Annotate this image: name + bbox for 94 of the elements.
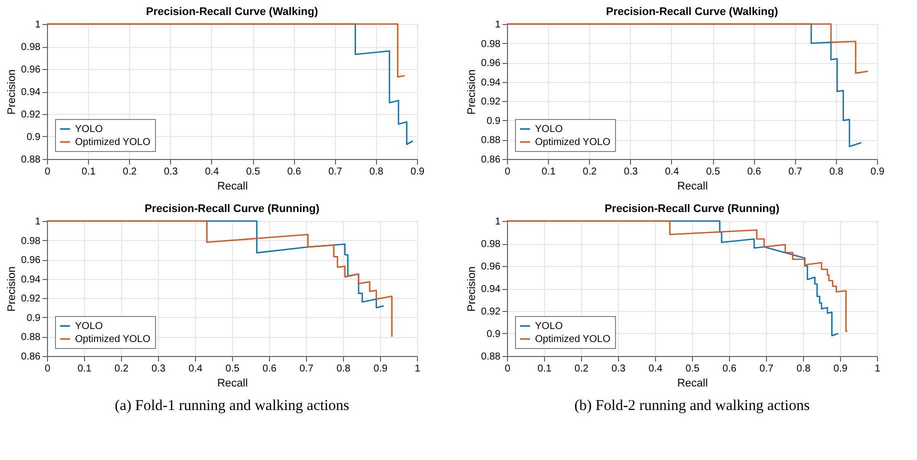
y-tick-label: 0.88 [481,135,501,146]
y-tick-label: 0.96 [481,58,501,70]
y-tick-label: 0.94 [481,284,501,295]
text: (a) Fold-1 running and walking actions [114,398,350,414]
legend-label: Optimized YOLO [75,334,151,345]
y-axis-title: Precision [6,69,18,115]
y-tick-label: 0.92 [481,306,501,318]
y-tick-label: 0.92 [21,294,41,305]
x-tick-label: 0.1 [82,166,96,178]
x-axis-title: Recall [677,378,708,390]
y-tick-label: 0.88 [481,352,501,362]
x-tick-label: 0.9 [834,364,848,374]
x-tick-label: 0.4 [648,364,663,374]
x-tick-label: 0.8 [829,166,844,178]
x-tick-label: 0 [44,364,51,374]
y-tick-label: 0.98 [481,38,501,50]
x-tick-label: 0.1 [542,166,556,178]
y-axis-title: Precision [6,266,18,312]
y-tick-label: 0.88 [21,332,41,344]
x-tick-label: 0 [504,166,511,178]
y-tick-label: 1 [494,216,501,228]
y-tick-label: 0.9 [26,132,41,143]
x-tick-label: 0.5 [246,166,260,178]
x-tick-label: 0.4 [188,364,203,374]
x-tick-label: 0.9 [870,166,885,178]
x-tick-label: 0.2 [574,364,589,374]
x-tick-label: 0.9 [374,364,388,374]
legend-label: Optimized YOLO [75,137,151,148]
y-tick-label: 0.96 [481,262,501,272]
x-tick-label: 0.4 [204,166,220,178]
x-tick-label: 0.7 [788,166,803,178]
x-tick-label: 0.1 [78,364,92,374]
y-tick-label: 0.9 [486,329,501,340]
x-axis-title: Recall [217,378,248,390]
x-tick-label: 0 [44,166,51,178]
y-tick-label: 0.92 [481,96,501,108]
x-tick-label: 0.2 [114,364,129,374]
y-tick-label: 0.94 [21,274,41,286]
y-tick-label: 0.96 [21,255,41,266]
x-tick-label: 0 [504,364,511,374]
legend-label: Optimized YOLO [535,334,611,345]
x-tick-label: 1 [874,364,881,374]
legend-label: YOLO [75,124,104,135]
x-tick-label: 0.3 [152,364,166,374]
x-tick-label: 0.5 [686,364,700,374]
legend-label: YOLO [75,321,104,332]
legend-label: YOLO [535,124,564,135]
x-tick-label: 0.7 [760,364,774,374]
x-tick-label: 0.3 [624,166,638,178]
x-axis-title: Recall [217,180,248,192]
x-tick-label: 0.6 [287,166,302,178]
chart-title: Precision-Recall Curve (Running) [604,203,780,215]
y-tick-label: 1 [494,20,501,30]
x-tick-label: 0.8 [369,166,384,178]
y-axis-title: Precision [466,266,478,312]
x-tick-label: 1 [414,364,421,374]
x-tick-label: 0.2 [582,166,598,178]
y-tick-label: 0.94 [21,87,41,98]
y-tick-label: 0.98 [481,239,501,250]
y-tick-label: 0.9 [26,312,41,324]
y-tick-label: 0.88 [21,154,41,166]
legend-label: Optimized YOLO [535,137,611,148]
x-tick-label: 0.7 [300,364,314,374]
y-tick-label: 0.98 [21,42,41,53]
chart-title: Precision-Recall Curve (Walking) [606,6,778,18]
y-tick-label: 0.96 [21,64,41,76]
x-tick-label: 0.7 [328,166,343,178]
x-tick-label: 0.6 [262,364,277,374]
x-tick-label: 0.8 [336,364,351,374]
x-axis-title: Recall [677,180,708,192]
y-tick-label: 0.86 [481,154,501,166]
y-tick-label: 0.98 [21,236,41,247]
y-tick-label: 1 [34,20,41,30]
y-tick-label: 0.9 [486,116,501,127]
x-tick-label: 0.9 [410,166,425,178]
legend-label: YOLO [535,321,564,332]
y-tick-label: 1 [34,216,41,228]
x-tick-label: 0.4 [664,166,680,178]
y-tick-label: 0.94 [481,77,501,88]
x-tick-label: 0.5 [706,166,720,178]
text: (b) Fold-2 running and walking actions [574,398,810,414]
y-tick-label: 0.92 [21,110,41,120]
y-axis-title: Precision [466,69,478,115]
chart-title: Precision-Recall Curve (Running) [144,203,320,215]
x-tick-label: 0.2 [122,166,138,178]
chart-title: Precision-Recall Curve (Walking) [146,6,318,18]
y-tick-label: 0.86 [21,352,41,362]
x-tick-label: 0.6 [722,364,737,374]
x-tick-label: 0.3 [612,364,626,374]
x-tick-label: 0.5 [226,364,240,374]
x-tick-label: 0.3 [164,166,178,178]
x-tick-label: 0.8 [796,364,811,374]
x-tick-label: 0.1 [538,364,552,374]
x-tick-label: 0.6 [747,166,762,178]
